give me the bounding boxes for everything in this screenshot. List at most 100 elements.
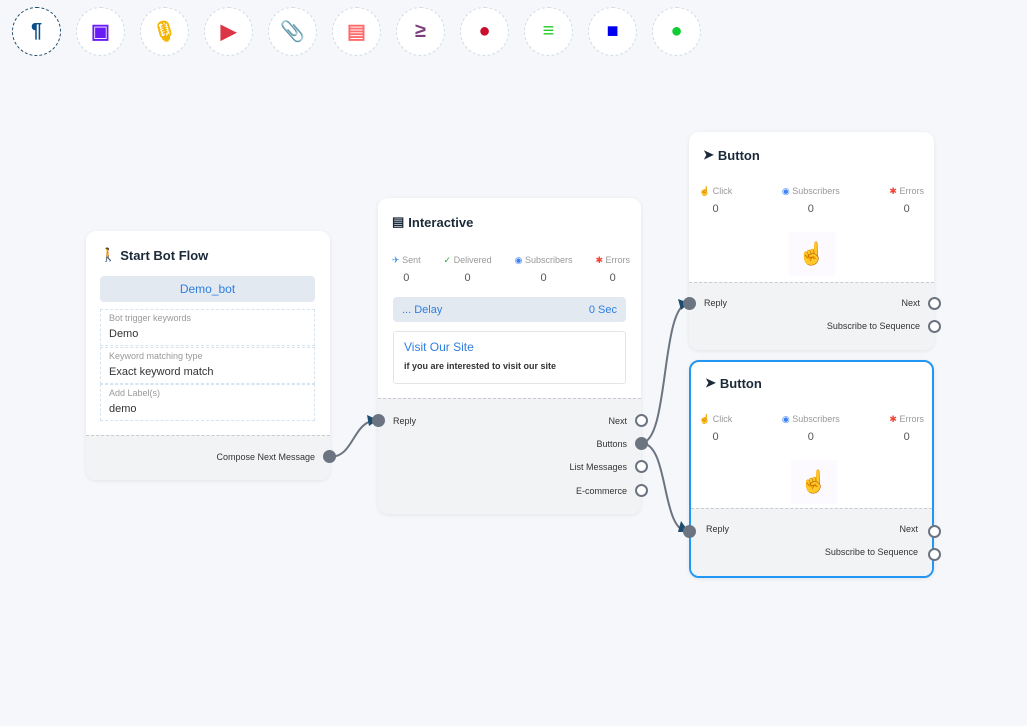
greater-equal-icon: ≥ xyxy=(415,20,426,42)
toolbar-button-8[interactable]: ≡ xyxy=(524,7,573,56)
stat-label: Subscribers xyxy=(524,255,573,265)
walking-icon: 🚶 xyxy=(100,247,117,262)
stat-subscribers: ◉ Subscribers 0 xyxy=(782,186,840,215)
toolbar-button-3[interactable]: ▶ xyxy=(204,7,253,56)
output-label: Subscribe to Sequence xyxy=(826,321,920,331)
button-node[interactable]: ➤ Button ☝ Click 0 ◉ Subscribers 0 ✱ Errors 0 … xyxy=(689,360,934,578)
output-port-subscribe[interactable] xyxy=(928,548,941,561)
newspaper-icon: ▤ xyxy=(347,21,366,43)
toolbar-button-6[interactable]: ≥ xyxy=(396,7,445,56)
field-label: Bot trigger keywords xyxy=(109,313,192,323)
stat-label: Click xyxy=(712,186,733,196)
palette-icon: ● xyxy=(670,20,683,42)
stat-value: 0 xyxy=(712,203,719,215)
toolbar-button-7[interactable]: ● xyxy=(460,7,509,56)
node-footer: Reply Next Subscribe to Sequence xyxy=(689,282,934,350)
button-node[interactable]: ➤ Button ☝ Click 0 ◉ Subscribers 0 ✱ Errors 0 … xyxy=(689,132,934,350)
output-port-ecommerce[interactable] xyxy=(635,484,648,497)
output-label: Buttons xyxy=(596,439,627,449)
stat-label: Errors xyxy=(605,255,631,265)
stat-icon: ◉ xyxy=(781,414,790,424)
microphone-icon: 🎙 xyxy=(151,21,178,43)
output-port-list-messages[interactable] xyxy=(635,460,648,473)
field-label: Keyword matching type xyxy=(109,351,203,361)
stat-label: Errors xyxy=(899,414,924,424)
stat-icon: ☝ xyxy=(699,414,711,424)
bot-name-button[interactable]: Demo_bot xyxy=(100,276,315,302)
stat-label: Subscribers xyxy=(792,414,840,424)
toolbar-button-1[interactable]: ▣ xyxy=(76,7,125,56)
output-port-next[interactable] xyxy=(928,525,941,538)
stat-icon: ◉ xyxy=(514,255,523,265)
toolbar-button-10[interactable]: ● xyxy=(652,7,701,56)
field-value: Demo xyxy=(109,328,139,340)
output-port-compose[interactable] xyxy=(323,450,336,463)
cursor-icon: ➤ xyxy=(705,375,716,390)
input-port-reply[interactable] xyxy=(683,525,696,538)
stat-icon: ✱ xyxy=(595,255,603,265)
node-title: Button xyxy=(717,147,760,163)
card-text: if you are interested to visit our site xyxy=(404,361,557,371)
message-card[interactable]: Visit Our Site if you are interested to … xyxy=(393,331,626,384)
toolbar-button-4[interactable]: 📎 xyxy=(268,7,317,56)
stat-errors: ✱ Errors 0 xyxy=(889,414,924,443)
delay-bar[interactable]: ... Delay 0 Sec xyxy=(393,297,626,322)
stats: ☝ Click 0 ◉ Subscribers 0 ✱ Errors 0 xyxy=(699,186,924,215)
node-footer: Reply Next Subscribe to Sequence xyxy=(691,508,932,576)
hand-pointer-icon: ☝ xyxy=(789,232,835,276)
stat-value: 0 xyxy=(403,272,410,284)
toolbar-button-2[interactable]: 🎙 xyxy=(140,7,189,56)
start-bot-flow-node[interactable]: 🚶 Start Bot Flow Demo_bot Bot trigger key… xyxy=(86,231,330,480)
drop-icon: ● xyxy=(478,20,491,42)
output-label: E-commerce xyxy=(575,486,627,496)
stat-click: ☝ Click 0 xyxy=(699,186,732,215)
input-label: Reply xyxy=(704,298,728,308)
field-labels: Add Label(s) demo xyxy=(100,384,315,421)
toolbar-button-9[interactable]: ■ xyxy=(588,7,637,56)
stat-label: Delivered xyxy=(453,255,492,265)
node-footer: Reply Next Buttons List Messages E-comme… xyxy=(378,398,641,514)
toolbar-button-5[interactable]: ▤ xyxy=(332,7,381,56)
node-footer: Compose Next Message xyxy=(86,435,330,480)
field-value: Exact keyword match xyxy=(109,366,214,378)
stat-value: 0 xyxy=(609,272,616,284)
output-label: Next xyxy=(608,416,627,426)
output-port-subscribe[interactable] xyxy=(928,320,941,333)
stack-overflow-icon: ≡ xyxy=(542,20,555,42)
output-port-next[interactable] xyxy=(928,297,941,310)
card-title: Visit Our Site xyxy=(404,340,474,354)
stats: ✈ Sent 0 ✓ Delivered 0 ◉ Subscribers 0 ✱ Error… xyxy=(392,255,630,284)
field-value: demo xyxy=(109,403,137,415)
stat-icon: ◉ xyxy=(781,186,790,196)
stat-value: 0 xyxy=(540,272,547,284)
stat-delivered: ✓ Delivered 0 xyxy=(444,255,492,284)
node-title: Button xyxy=(719,375,762,391)
stat-icon: ☝ xyxy=(699,186,711,196)
stat-label: Sent xyxy=(402,255,421,265)
output-label: List Messages xyxy=(569,462,627,472)
input-port-reply[interactable] xyxy=(372,414,385,427)
stat-subscribers: ◉ Subscribers 0 xyxy=(782,414,840,443)
stat-icon: ✓ xyxy=(443,255,452,265)
hand-pointer-icon: ☝ xyxy=(791,460,837,504)
output-label: Next xyxy=(901,298,920,308)
connection-buttons-to-button1 xyxy=(640,302,690,444)
interactive-node[interactable]: ▤ Interactive ✈ Sent 0 ✓ Delivered 0 ◉ Subscr… xyxy=(378,198,641,514)
stat-label: Errors xyxy=(899,186,924,196)
image-icon: ▣ xyxy=(91,21,110,43)
stat-value: 0 xyxy=(712,431,719,443)
output-port-next[interactable] xyxy=(635,414,648,427)
robot-icon: ■ xyxy=(606,20,619,42)
stat-click: ☝ Click 0 xyxy=(699,414,732,443)
delay-value: 0 Sec xyxy=(588,303,617,316)
stats: ☝ Click 0 ◉ Subscribers 0 ✱ Errors 0 xyxy=(699,414,924,443)
input-port-reply[interactable] xyxy=(683,297,696,310)
toolbar-button-0[interactable]: ¶ xyxy=(12,7,61,56)
field-keywords: Bot trigger keywords Demo xyxy=(100,309,315,346)
delay-label: ... Delay xyxy=(402,303,443,316)
output-port-buttons[interactable] xyxy=(635,437,648,450)
youtube-icon: ▶ xyxy=(220,21,237,43)
cursor-icon: ➤ xyxy=(703,147,714,162)
paperclip-icon: 📎 xyxy=(280,21,305,43)
stat-value: 0 xyxy=(807,431,814,443)
